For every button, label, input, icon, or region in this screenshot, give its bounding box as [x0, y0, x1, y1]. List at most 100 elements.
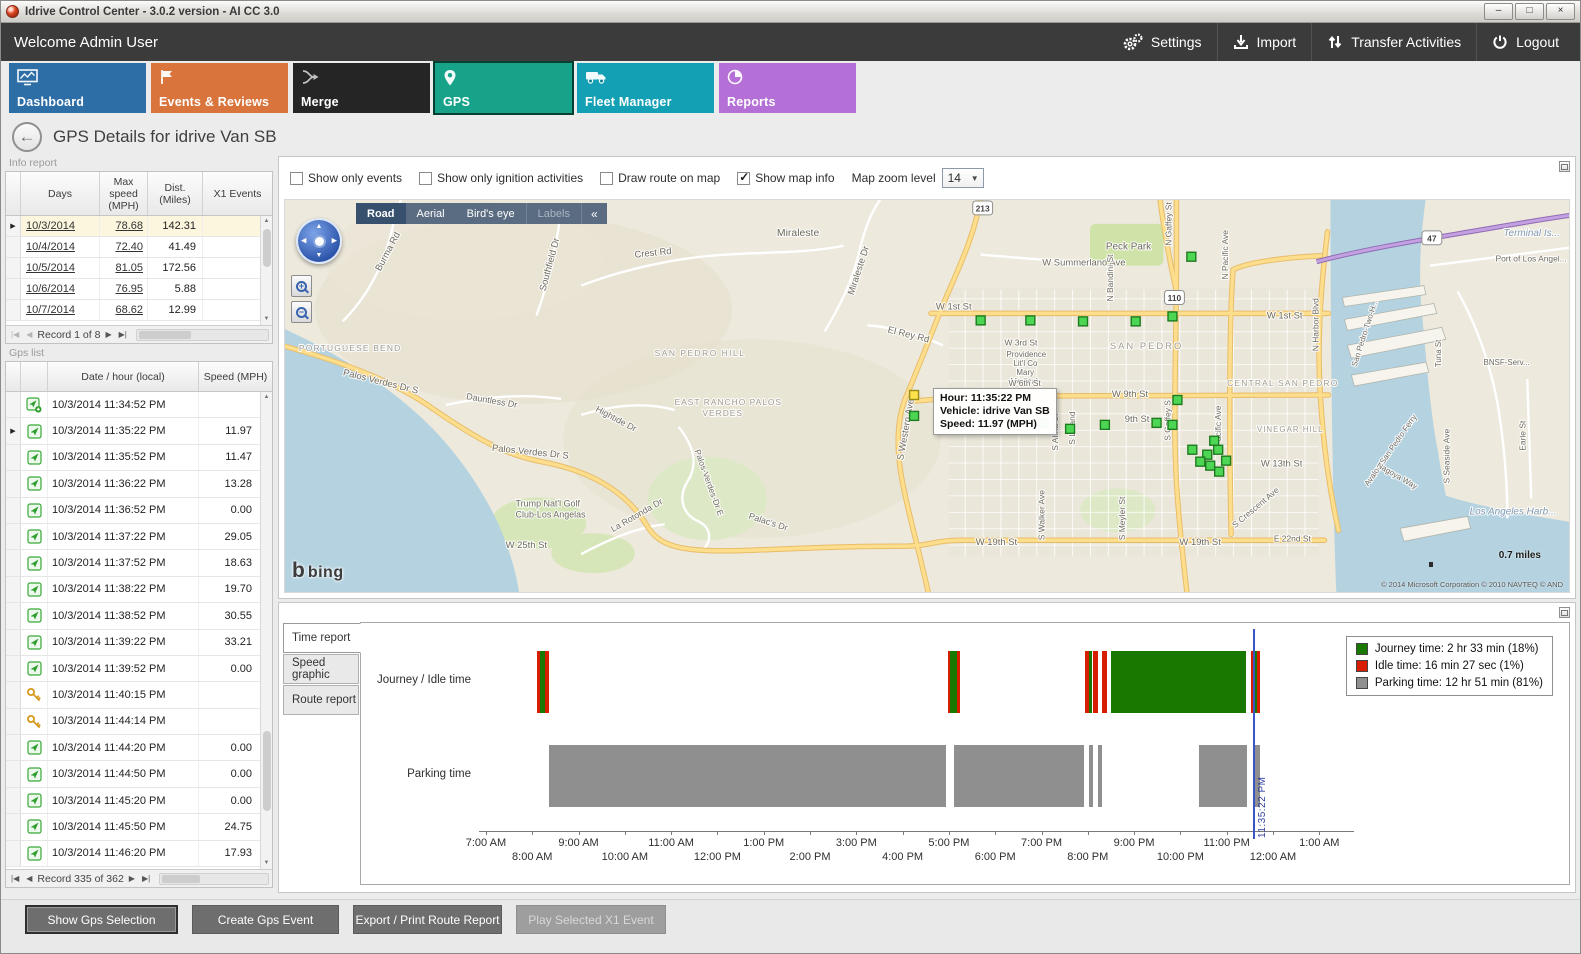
checkbox-show-only-ignition-activities[interactable]: Show only ignition activities	[419, 171, 583, 185]
pan-south-icon[interactable]: ▼	[315, 252, 323, 259]
day-link[interactable]: 10/3/2014	[26, 220, 75, 232]
max-speed-link[interactable]: 68.62	[115, 304, 143, 316]
gps-marker[interactable]	[1195, 456, 1206, 467]
gps-list-hscroll[interactable]	[159, 872, 269, 885]
gps-marker[interactable]	[975, 315, 986, 326]
gps-marker[interactable]	[1077, 316, 1089, 327]
column-header[interactable]: Days	[21, 172, 100, 215]
gps-marker[interactable]	[1099, 419, 1111, 431]
nav-tile-fleet[interactable]: Fleet Manager	[577, 63, 714, 113]
gps-list-row[interactable]: 10/3/2014 11:44:20 PM 0.00	[6, 735, 260, 762]
map-panel-collapse-icon[interactable]	[1559, 161, 1570, 172]
gps-list-row[interactable]: 10/3/2014 11:35:52 PM 11.47	[6, 444, 260, 472]
chart-panel-collapse-icon[interactable]	[1559, 607, 1570, 618]
checkbox-show-only-events[interactable]: Show only events	[290, 171, 402, 185]
max-speed-link[interactable]: 78.68	[115, 220, 143, 232]
gps-list-row[interactable]: 10/3/2014 11:40:15 PM	[6, 682, 260, 709]
zoom-in-button[interactable]: +	[291, 275, 312, 297]
gps-marker[interactable]	[1130, 316, 1141, 327]
gps-list-row[interactable]: 10/3/2014 11:45:20 PM 0.00	[6, 787, 260, 815]
back-button[interactable]: ←	[12, 122, 42, 152]
gps-list-row[interactable]: 10/3/2014 11:36:52 PM 0.00	[6, 497, 260, 524]
nav-tile-reports[interactable]: Reports	[719, 63, 856, 113]
zoom-out-button[interactable]: −	[291, 301, 312, 323]
gps-marker[interactable]	[1209, 435, 1220, 446]
gps-list-row[interactable]: 10/3/2014 11:45:50 PM 24.75	[6, 814, 260, 841]
first-page-icon[interactable]: |◀	[11, 330, 20, 339]
next-page-icon[interactable]: ▶	[105, 330, 112, 339]
prev-page-icon[interactable]: ◀	[26, 330, 33, 339]
info-report-row[interactable]: 10/6/2014 76.95 5.88	[6, 279, 260, 300]
map-view-tab-road[interactable]: Road	[356, 203, 406, 224]
day-link[interactable]: 10/6/2014	[26, 283, 75, 295]
gps-marker[interactable]	[1172, 394, 1183, 406]
import-button[interactable]: Import	[1216, 23, 1312, 61]
scroll-down-icon[interactable]: ▼	[263, 316, 270, 322]
title-bar[interactable]: Idrive Control Center - 3.0.2 version - …	[1, 1, 1580, 23]
nav-tile-events[interactable]: Events & Reviews	[151, 63, 288, 113]
gps-marker[interactable]	[1025, 315, 1036, 326]
prev-page-icon[interactable]: ◀	[26, 874, 33, 883]
nav-tile-gps[interactable]: GPS	[433, 61, 574, 115]
create-gps-event-button[interactable]: Create Gps Event	[192, 905, 339, 934]
day-link[interactable]: 10/7/2014	[26, 304, 75, 316]
gps-list-row[interactable]: 10/3/2014 11:39:22 PM 33.21	[6, 629, 260, 656]
checkbox-box[interactable]	[290, 171, 303, 185]
logout-button[interactable]: Logout	[1476, 23, 1574, 61]
gps-list-row[interactable]: 10/3/2014 11:34:52 PM	[6, 392, 260, 419]
map-view-tab-labels[interactable]: Labels	[525, 203, 582, 224]
map-view-tab-aerial[interactable]: Aerial	[416, 207, 445, 220]
gps-list-row[interactable]: 10/3/2014 11:38:52 PM 30.55	[6, 603, 260, 630]
gps-list-row[interactable]: 10/3/2014 11:38:22 PM 19.70	[6, 576, 260, 604]
gps-list-row[interactable]: 10/3/2014 11:44:14 PM	[6, 708, 260, 736]
checkbox-draw-route-on-map[interactable]: Draw route on map	[600, 171, 720, 185]
last-page-icon[interactable]: ▶|	[141, 874, 151, 883]
info-report-row[interactable]: ▶ 10/3/2014 78.68 142.31	[6, 216, 260, 237]
max-speed-link[interactable]: 72.40	[115, 241, 143, 253]
checkbox-show-map-info[interactable]: Show map info	[737, 170, 835, 185]
last-page-icon[interactable]: ▶|	[118, 330, 127, 339]
settings-button[interactable]: Settings	[1107, 23, 1217, 61]
column-header[interactable]: Date / hour (local)	[48, 362, 199, 391]
column-header[interactable]: Max speed (MPH)	[100, 172, 148, 215]
gps-list-row[interactable]: 10/3/2014 11:44:50 PM 0.00	[6, 761, 260, 788]
max-speed-link[interactable]: 76.95	[115, 283, 143, 295]
pan-east-icon[interactable]: ▶	[331, 237, 337, 245]
chart-tab-speed-graphic[interactable]: Speed graphic	[283, 654, 359, 684]
gps-marker[interactable]	[1064, 423, 1076, 435]
column-header[interactable]: X1 Events	[213, 187, 262, 200]
gps-marker[interactable]	[1220, 455, 1232, 466]
max-speed-link[interactable]: 81.05	[115, 262, 143, 274]
gps-marker[interactable]	[1213, 444, 1224, 455]
map-view-tab-bird-s-eye[interactable]: Bird's eye	[466, 207, 515, 220]
gps-marker[interactable]	[1187, 444, 1198, 455]
chart-tab-time-report[interactable]: Time report	[283, 623, 361, 653]
column-header[interactable]: Dist. (Miles)	[148, 172, 203, 215]
map-tabs-collapse-icon[interactable]: «	[591, 206, 598, 221]
gps-list-row[interactable]: 10/3/2014 11:37:52 PM 18.63	[6, 550, 260, 577]
checkbox-box[interactable]	[419, 171, 433, 185]
column-header[interactable]: Speed (MPH)	[203, 370, 268, 383]
gps-marker-event[interactable]	[908, 389, 920, 401]
gps-marker[interactable]	[1202, 449, 1213, 460]
map-viewport[interactable]: Miraleste Peck Park W Summerland Ave Crest …	[284, 199, 1570, 593]
map-zoom-select[interactable]: 14 ▼	[941, 168, 984, 188]
scroll-up-icon[interactable]: ▲	[263, 218, 270, 224]
chart-plot[interactable]: 7:00 AM 8:00 AM 9:00 AM 10:00 AM 11:00 AM 12:…	[466, 629, 1354, 863]
export-print-route-report-button[interactable]: Export / Print Route Report	[353, 905, 502, 934]
day-link[interactable]: 10/5/2014	[26, 262, 75, 274]
first-page-icon[interactable]: |◀	[11, 874, 20, 883]
gps-list-row[interactable]: 10/3/2014 11:46:20 PM 17.93	[6, 840, 260, 868]
gps-marker[interactable]	[1205, 460, 1216, 471]
scroll-down-icon[interactable]: ▼	[263, 860, 270, 866]
info-report-scrollbar[interactable]: ▲ ▼	[260, 216, 272, 325]
gps-marker[interactable]	[1167, 311, 1178, 322]
close-button[interactable]: ×	[1546, 3, 1575, 20]
nav-tile-merge[interactable]: Merge	[293, 63, 430, 113]
info-report-row[interactable]: 10/5/2014 81.05 172.56	[6, 258, 260, 279]
map-canvas[interactable]: Miraleste Peck Park W Summerland Ave Crest …	[285, 200, 1569, 592]
show-gps-selection-button[interactable]: Show Gps Selection	[25, 905, 178, 934]
info-report-row[interactable]: 10/7/2014 68.62 12.99	[6, 300, 260, 321]
nav-tile-dashboard[interactable]: Dashboard	[9, 63, 146, 113]
gps-list-row[interactable]: ▶ 10/3/2014 11:35:22 PM 11.97	[6, 418, 260, 445]
